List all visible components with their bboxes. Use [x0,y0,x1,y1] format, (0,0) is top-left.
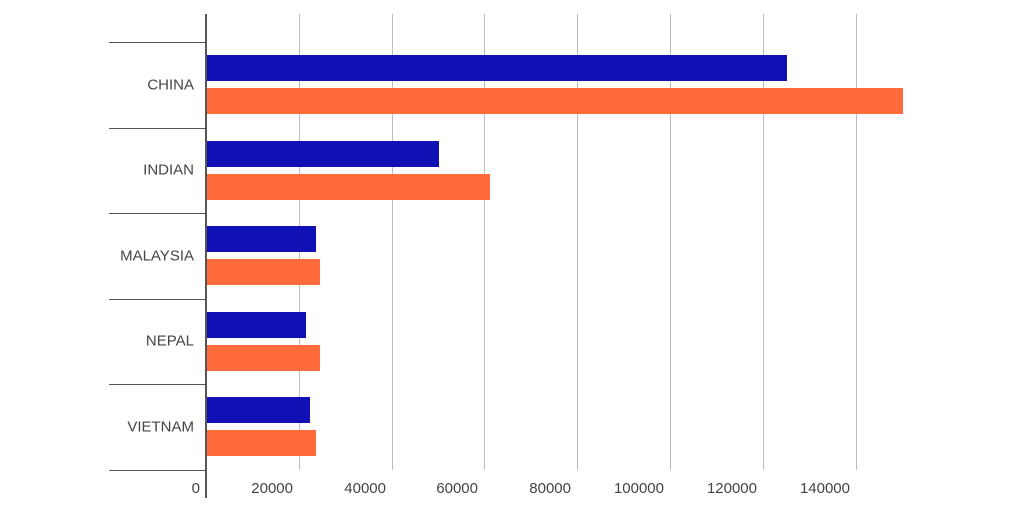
x-tick-label: 60000 [436,480,478,497]
x-tick-label: 0 [191,480,200,497]
category-label: MALAYSIA [120,247,194,265]
x-tick-label: 140000 [799,480,850,497]
bar-malaysia-series-1 [207,226,316,252]
bar-vietnam-series-1 [207,397,310,423]
category-separator [109,213,206,214]
category-separator [109,128,206,129]
x-tick-label: 120000 [706,480,757,497]
bar-vietnam-series-2 [207,430,316,456]
x-tick-label: 100000 [613,480,664,497]
category-label: CHINA [147,76,194,94]
gridline [670,14,671,470]
gridline [577,14,578,470]
gridline [484,14,485,470]
category-separator [109,299,206,300]
bar-nepal-series-2 [207,345,320,371]
category-separator [109,384,206,385]
bar-nepal-series-1 [207,312,306,338]
category-label: VIETNAM [127,418,194,436]
gridline [856,14,857,470]
x-tick-label: 40000 [344,480,386,497]
gridline [763,14,764,470]
bar-indian-series-2 [207,174,490,200]
category-separator [109,470,206,471]
bar-indian-series-1 [207,141,439,167]
category-label: INDIAN [143,161,194,179]
category-label: NEPAL [145,332,194,350]
y-axis-line [205,14,207,498]
bar-malaysia-series-2 [207,259,320,285]
bar-china-series-1 [207,55,787,81]
category-separator [109,42,206,43]
gridline [392,14,393,470]
x-tick-label: 80000 [529,480,571,497]
bar-china-series-2 [207,88,903,114]
x-tick-label: 20000 [251,480,293,497]
